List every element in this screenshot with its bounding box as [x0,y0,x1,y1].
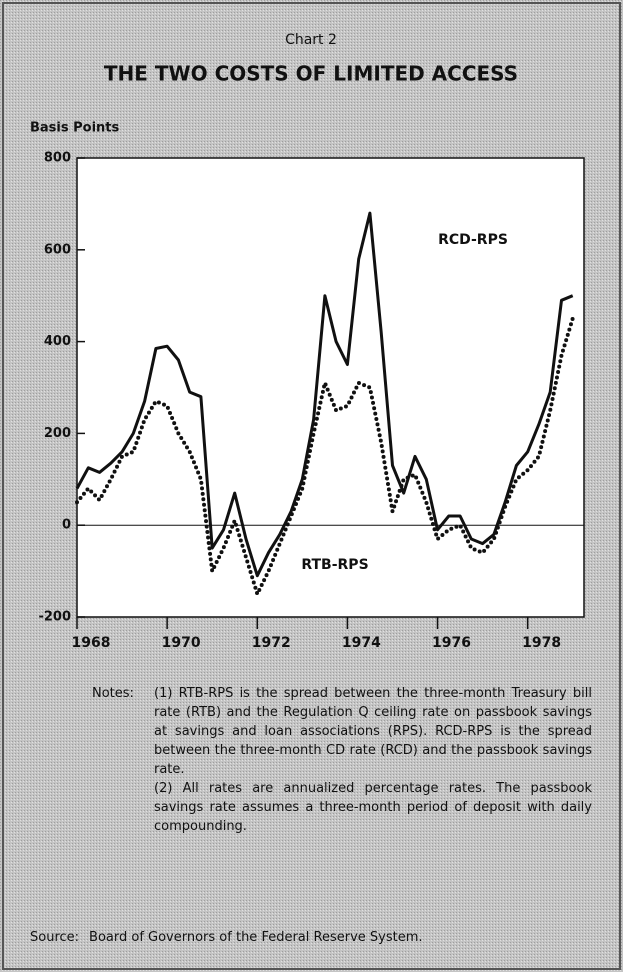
chart-title: THE TWO COSTS OF LIMITED ACCESS [104,62,518,86]
plot-area [76,157,585,618]
source-label: Source: [30,930,80,945]
y-tick-label: 600 [44,242,71,257]
y-tick-label: -200 [38,610,71,625]
source: Source: Board of Governors of the Federal… [30,930,433,945]
y-tick-label: 400 [44,334,71,349]
y-tick-label: 200 [44,426,71,441]
x-tick-label: 1968 [72,635,111,651]
series-line [75,316,575,596]
x-tick-label: 1972 [252,635,291,651]
note: (1) RTB-RPS is the spread between the th… [154,686,592,777]
kicker: Chart 2 [285,32,337,48]
notes-label: Notes: [92,686,134,701]
notes: Notes: (1) RTB-RPS is the spread between… [92,684,592,836]
series-line [75,211,574,578]
y-axis-label: Basis Points [30,121,120,136]
source-text: Board of Governors of the Federal Reserv… [89,930,423,945]
x-tick-label: 1970 [162,635,201,651]
notes-body: (1) RTB-RPS is the spread between the th… [154,684,592,836]
series-label: RTB-RPS [301,557,368,573]
x-tick-label: 1974 [342,635,381,651]
x-tick-label: 1978 [522,635,561,651]
series-label: RCD-RPS [438,232,508,248]
x-tick-label: 1976 [432,635,471,651]
note: (2) All rates are annualized percentage … [154,781,592,834]
y-tick-label: 0 [62,518,71,533]
y-tick-label: 800 [44,151,71,166]
